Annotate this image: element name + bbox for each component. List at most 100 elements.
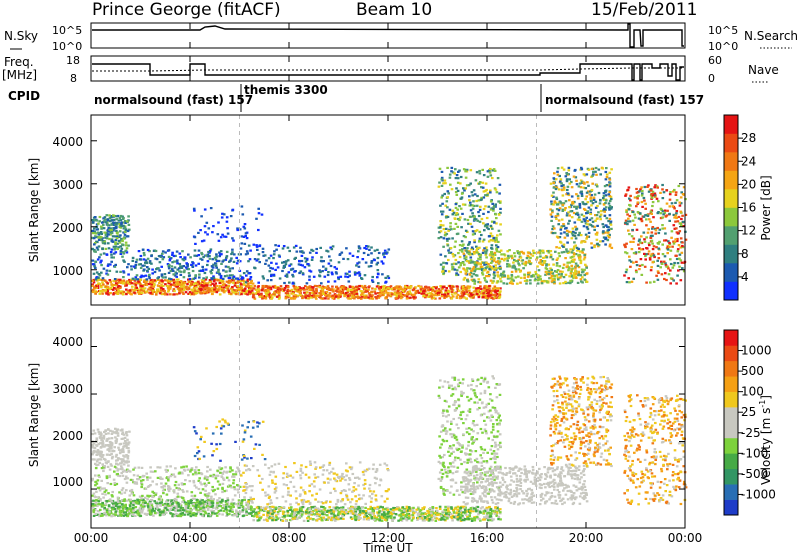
scatter-cell bbox=[409, 292, 413, 295]
scatter-cell bbox=[99, 261, 102, 264]
scatter-cell bbox=[238, 289, 241, 292]
scatter-cell bbox=[385, 286, 389, 289]
scatter-cell bbox=[516, 250, 519, 253]
scatter-cell bbox=[269, 294, 273, 297]
scatter-cell bbox=[106, 292, 109, 295]
scatter-cell bbox=[559, 226, 563, 229]
scatter-cell bbox=[440, 176, 444, 179]
scatter-cell bbox=[252, 243, 256, 246]
scatter-cell bbox=[321, 285, 325, 288]
scatter-cell bbox=[496, 245, 500, 249]
scatter-cell bbox=[247, 507, 250, 510]
scatter-cell bbox=[434, 297, 437, 300]
scatter-cell bbox=[143, 287, 147, 290]
scatter-cell bbox=[506, 259, 509, 262]
scatter-cell bbox=[139, 278, 143, 281]
colorbar-swatch bbox=[724, 152, 738, 171]
scatter-cell bbox=[167, 263, 171, 267]
scatter-cell bbox=[204, 512, 207, 515]
scatter-cell bbox=[667, 240, 670, 243]
scatter-cell bbox=[368, 294, 372, 297]
scatter-cell bbox=[210, 287, 214, 290]
scatter-cell bbox=[668, 205, 672, 208]
scatter-cell bbox=[258, 295, 262, 298]
scatter-cell bbox=[339, 293, 343, 296]
scatter-cell bbox=[231, 286, 234, 289]
scatter-cell bbox=[669, 262, 673, 266]
scatter-cell bbox=[139, 286, 142, 289]
scatter-cell bbox=[204, 287, 207, 290]
scatter-cell bbox=[116, 498, 120, 501]
scatter-cell bbox=[199, 292, 202, 295]
scatter-cell bbox=[253, 297, 257, 300]
scatter-cell bbox=[495, 296, 498, 300]
scatter-cell bbox=[594, 219, 597, 222]
scatter-cell bbox=[225, 216, 229, 219]
scatter-cell bbox=[674, 193, 678, 196]
scatter-cell bbox=[635, 271, 638, 274]
scatter-cell bbox=[588, 218, 592, 221]
scatter-cell bbox=[574, 275, 577, 278]
scatter-cell bbox=[560, 225, 564, 228]
scatter-cell bbox=[229, 292, 233, 295]
scatter-cell bbox=[500, 253, 503, 256]
scatter-cell bbox=[134, 506, 138, 509]
scatter-cell bbox=[444, 269, 447, 273]
scatter-cell bbox=[573, 252, 576, 255]
scatter-cell bbox=[314, 291, 318, 295]
scatter-cell bbox=[653, 194, 656, 197]
scatter-cell bbox=[547, 272, 551, 275]
scatter-cell bbox=[206, 263, 209, 267]
scatter-cell bbox=[318, 295, 321, 298]
scatter-cell bbox=[214, 258, 218, 261]
scatter-cell bbox=[503, 257, 507, 260]
scatter-cell bbox=[447, 258, 450, 262]
scatter-cell bbox=[585, 237, 588, 240]
scatter-cell bbox=[570, 275, 573, 278]
scatter-cell bbox=[376, 248, 379, 251]
scatter-cell bbox=[94, 285, 98, 288]
scatter-cell bbox=[489, 239, 493, 242]
scatter-cell bbox=[239, 253, 242, 256]
scatter-cell bbox=[248, 278, 252, 281]
scatter-cell bbox=[246, 252, 249, 255]
scatter-cell bbox=[320, 260, 324, 263]
scatter-cell bbox=[487, 294, 491, 297]
scatter-cell bbox=[173, 514, 177, 517]
scatter-cell bbox=[161, 252, 164, 255]
scatter-cell bbox=[303, 266, 307, 269]
scatter-cell bbox=[629, 204, 632, 207]
scatter-cell bbox=[564, 227, 567, 230]
scatter-cell bbox=[106, 218, 110, 221]
scatter-cell bbox=[122, 259, 125, 262]
scatter-cell bbox=[321, 297, 325, 300]
scatter-cell bbox=[651, 234, 654, 237]
scatter-cell bbox=[647, 184, 650, 187]
scatter-cell bbox=[284, 292, 288, 295]
scatter-cell bbox=[462, 292, 466, 295]
scatter-cell bbox=[131, 514, 134, 517]
scatter-cell bbox=[204, 278, 208, 281]
scatter-cell bbox=[380, 285, 384, 288]
scatter-cell bbox=[109, 251, 113, 254]
scatter-cell bbox=[483, 225, 487, 228]
power-ytick-2000: 2000 bbox=[52, 221, 83, 235]
scatter-cell bbox=[681, 244, 684, 248]
scatter-cell bbox=[440, 293, 444, 296]
scatter-cell bbox=[650, 188, 653, 191]
scatter-cell bbox=[249, 276, 253, 279]
scatter-cell bbox=[575, 276, 578, 279]
scatter-cell bbox=[641, 263, 644, 267]
station-title: Prince George (fitACF) bbox=[92, 0, 281, 20]
scatter-cell bbox=[225, 220, 229, 223]
scatter-cell bbox=[637, 239, 641, 243]
scatter-cell bbox=[662, 191, 666, 194]
scatter-cell bbox=[390, 293, 394, 296]
scatter-cell bbox=[119, 219, 123, 222]
scatter-cell bbox=[451, 209, 455, 212]
scatter-cell bbox=[574, 237, 578, 240]
scatter-cell bbox=[155, 502, 159, 505]
scatter-cell bbox=[602, 192, 606, 195]
scatter-cell bbox=[107, 499, 111, 502]
scatter-cell bbox=[285, 285, 288, 288]
